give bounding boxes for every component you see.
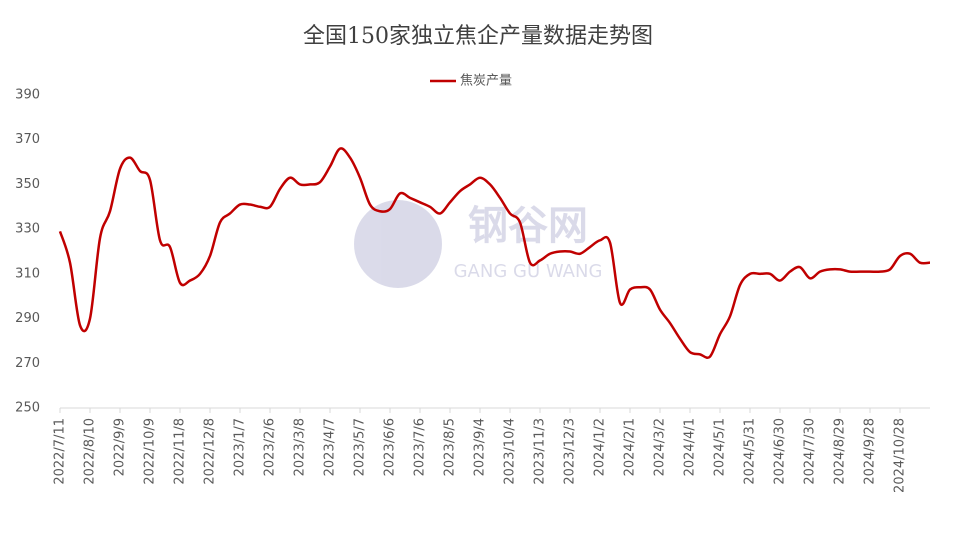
x-tick-label: 2024/9/28 [863,418,878,485]
legend-label: 焦炭产量 [460,74,512,89]
x-tick-label: 2023/1/7 [233,418,248,476]
x-tick-label: 2022/11/8 [173,418,188,485]
x-tick-label: 2024/6/30 [773,418,788,485]
x-tick-label: 2023/10/4 [503,418,518,485]
watermark-en: GANG GU WANG [454,261,603,282]
watermark-logo [354,200,442,288]
x-tick-label: 2023/2/6 [263,418,278,476]
y-tick-label: 390 [15,88,40,103]
x-tick-label: 2024/5/1 [713,418,728,476]
x-tick-label: 2024/10/28 [893,418,908,493]
y-tick-label: 330 [15,222,40,237]
watermark: 钢谷网 GANG GU WANG [354,200,602,288]
x-tick-label: 2023/4/7 [323,418,338,476]
data-line [58,147,931,359]
x-tick-label: 2023/6/6 [383,418,398,476]
x-tick-label: 2024/8/29 [833,418,848,485]
x-tick-label: 2022/8/10 [83,418,98,485]
x-tick-label: 2024/4/1 [683,418,698,476]
y-tick-label: 250 [15,401,40,416]
x-tick-label: 2024/2/1 [623,418,638,476]
x-tick-label: 2024/3/2 [653,418,668,476]
x-tick-label: 2022/12/8 [203,418,218,485]
x-tick-label: 2023/3/8 [293,418,308,476]
y-tick-label: 290 [15,311,40,326]
chart-title: 全国150家独立焦企产量数据走势图 [303,24,653,49]
x-tick-label: 2024/7/30 [803,418,818,485]
x-tick-label: 2024/5/31 [743,418,758,485]
watermark-cn: 钢谷网 [468,203,588,249]
x-tick-label: 2022/10/9 [143,418,158,485]
x-tick-label: 2024/1/2 [593,418,608,476]
x-tick-label: 2023/9/4 [473,418,488,476]
y-tick-label: 270 [15,356,40,371]
x-tick-label: 2023/11/3 [533,418,548,485]
x-tick-label: 2022/7/11 [53,418,68,485]
y-tick-label: 370 [15,132,40,147]
x-tick-label: 2023/5/7 [353,418,368,476]
y-tick-label: 350 [15,177,40,192]
x-tick-label: 2023/12/3 [563,418,578,485]
x-tick-label: 2022/9/9 [113,418,128,476]
x-tick-label: 2023/7/6 [413,418,428,476]
x-tick-label: 2023/8/5 [443,418,458,476]
y-tick-label: 310 [15,266,40,281]
